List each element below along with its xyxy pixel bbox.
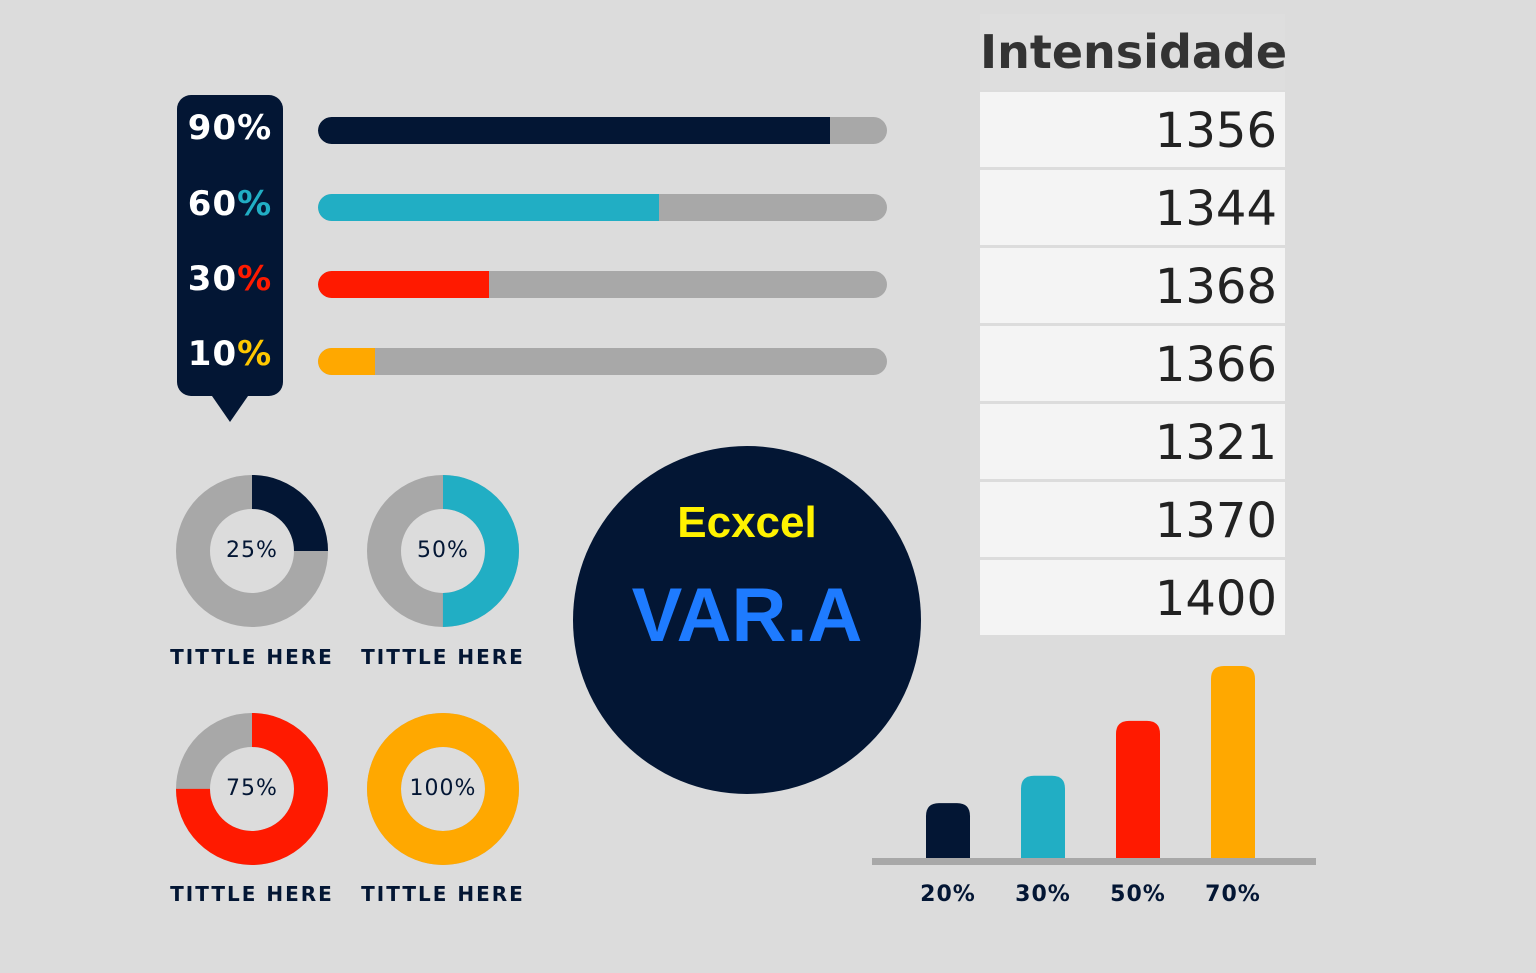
donut-arc xyxy=(367,475,519,627)
donut-caption-3: TITTLE HERE xyxy=(170,882,334,906)
progress-bar-1 xyxy=(318,117,887,144)
bar-label-1: 20% xyxy=(920,882,976,907)
donut-arc xyxy=(176,475,328,627)
donut-ring xyxy=(176,475,328,627)
donut-percent: 25% xyxy=(226,538,278,563)
bar-label-3: 50% xyxy=(1110,882,1166,907)
progress-fill xyxy=(318,117,831,144)
badge-title: Ecxcel xyxy=(677,498,817,547)
donut-percent: 50% xyxy=(417,538,469,563)
bar-chart: 20% 30% 50% 70% xyxy=(872,666,1316,907)
chart-baseline xyxy=(872,858,1316,865)
percent-tag-panel: 90% 60% 30% 10% xyxy=(177,95,283,422)
donut-chart-3: 75% xyxy=(176,713,328,865)
percent-label-3: 30% xyxy=(187,259,273,299)
bar-label-4: 70% xyxy=(1205,882,1261,907)
progress-fill xyxy=(318,194,660,221)
table-cell: 1400 xyxy=(980,560,1285,635)
table-cell: 1368 xyxy=(980,248,1285,323)
bar-3 xyxy=(1116,720,1160,858)
table-cell: 1370 xyxy=(980,482,1285,557)
badge-subtitle: VAR.A xyxy=(631,573,863,658)
progress-bar-4 xyxy=(318,348,887,375)
progress-fill xyxy=(318,348,375,375)
progress-bar-3 xyxy=(318,271,887,298)
percent-label-1: 90% xyxy=(187,108,273,148)
donut-percent: 75% xyxy=(226,776,278,801)
title-badge: Ecxcel VAR.A xyxy=(573,446,921,794)
progress-bar-2 xyxy=(318,194,887,221)
donut-ring xyxy=(367,713,519,865)
percent-label-4: 10% xyxy=(187,334,273,374)
bar-label-2: 30% xyxy=(1015,882,1071,907)
donut-ring xyxy=(176,713,328,865)
donut-arc xyxy=(176,713,328,865)
donut-chart-4: 100% xyxy=(367,713,519,865)
donut-chart-1: 25% xyxy=(176,475,328,627)
table-header: Intensidade xyxy=(980,14,1287,90)
bar-4 xyxy=(1211,666,1255,858)
table-cell: 1321 xyxy=(980,404,1285,479)
donut-arc xyxy=(367,713,519,865)
donut-caption-2: TITTLE HERE xyxy=(361,645,525,669)
donut-ring xyxy=(367,475,519,627)
donut-percent: 100% xyxy=(409,776,477,801)
donut-caption-4: TITTLE HERE xyxy=(361,882,525,906)
bar-1 xyxy=(926,803,970,858)
table-cell: 1356 xyxy=(980,92,1285,167)
progress-fill xyxy=(318,271,489,298)
donut-caption-1: TITTLE HERE xyxy=(170,645,334,669)
table-cell: 1344 xyxy=(980,170,1285,245)
bar-2 xyxy=(1021,775,1065,858)
donut-chart-2: 50% xyxy=(367,475,519,627)
table-cell: 1366 xyxy=(980,326,1285,401)
percent-label-2: 60% xyxy=(187,184,273,224)
